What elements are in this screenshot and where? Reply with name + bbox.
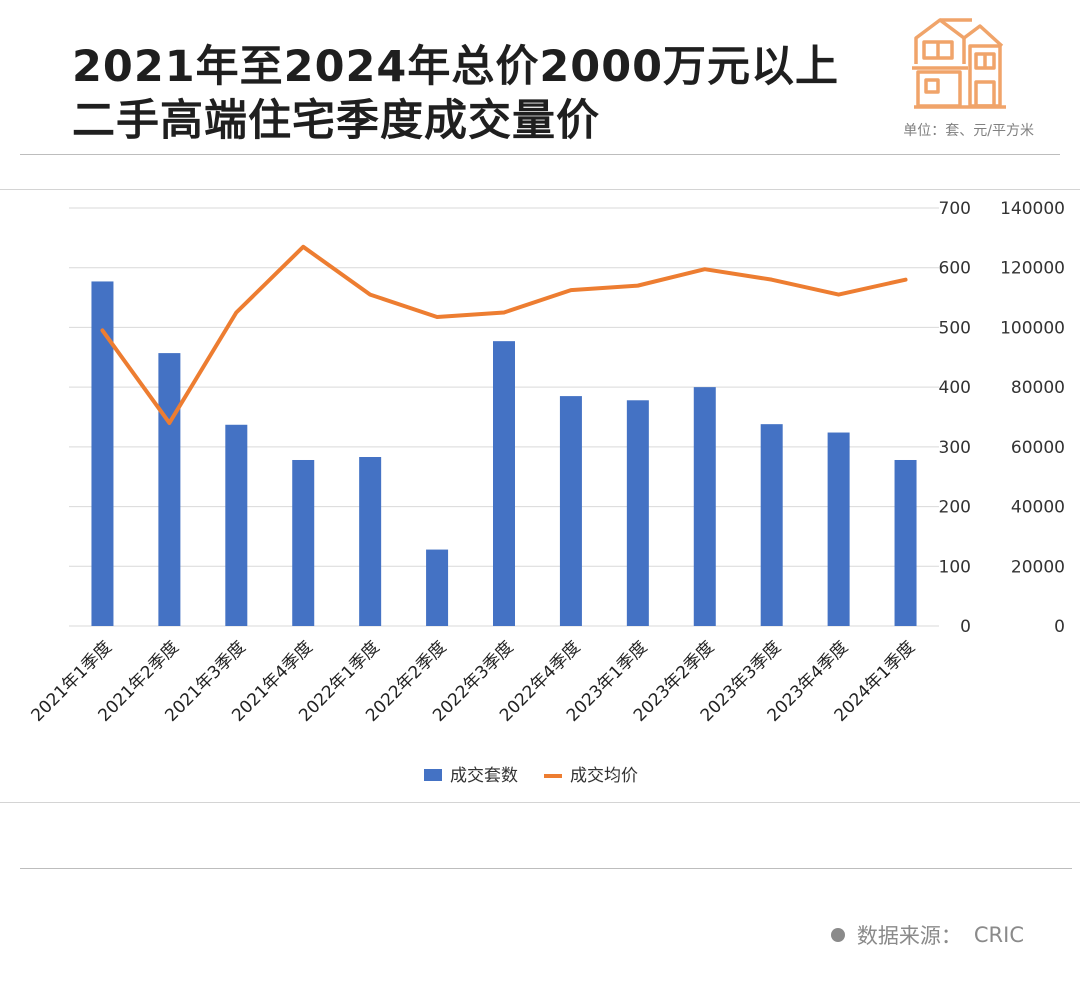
y-left-tick-label: 300 — [939, 438, 971, 458]
y-right-tick-label: 0 — [1054, 617, 1065, 637]
y-left-tick-label: 0 — [960, 617, 971, 637]
y-right-tick-label: 20000 — [1011, 557, 1065, 577]
bar — [493, 341, 515, 626]
y-left-tick-label: 500 — [939, 318, 971, 338]
chart-area: 0 100 200 300 400 500 600 700 0 20000 40000 60000 80… — [0, 189, 1080, 803]
y-left-tick-label: 100 — [939, 557, 971, 577]
house-icon — [912, 18, 1006, 109]
source-value: CRIC — [973, 923, 1024, 947]
data-source: 数据来源： CRIC — [830, 920, 1024, 950]
y-right-tick-label: 120000 — [1000, 259, 1065, 279]
divider-bottom — [20, 868, 1072, 869]
bar — [91, 281, 114, 626]
bar — [827, 432, 850, 626]
source-label: 数据来源： — [856, 924, 962, 948]
y-left-tick-label: 200 — [939, 498, 971, 518]
y-right-tick-label: 60000 — [1011, 438, 1065, 458]
bar — [626, 400, 649, 626]
legend-label-line: 成交均价 — [570, 766, 638, 786]
bullet-icon — [830, 928, 845, 942]
legend-label-bar: 成交套数 — [450, 766, 518, 786]
bar — [359, 457, 382, 626]
y-right-tick-label: 40000 — [1011, 498, 1065, 518]
title-line-2: 二手高端住宅季度成交量价 — [72, 96, 600, 146]
y-right-tick-label: 140000 — [1000, 199, 1065, 219]
y-left-tick-label: 400 — [939, 378, 971, 398]
title-line-1: 2021年至2024年总价2000万元以上 — [72, 42, 840, 92]
line-series — [100, 244, 908, 425]
chart-title: 2021年至2024年总价2000万元以上 二手高端住宅季度成交量价 — [72, 40, 839, 148]
bar — [693, 387, 716, 626]
bar — [158, 353, 181, 626]
chart-svg: 0 100 200 300 400 500 600 700 0 20000 40000 60000 80… — [28, 199, 1065, 786]
bar — [559, 396, 582, 626]
bar — [225, 424, 248, 626]
bar — [894, 459, 917, 626]
unit-label: 单位：套、元/平方米 — [903, 123, 1034, 139]
y-left-tick-label: 600 — [939, 259, 971, 279]
divider-top — [20, 154, 1060, 155]
bar — [760, 424, 783, 626]
y-right-tick-label: 80000 — [1011, 378, 1065, 398]
bar — [292, 459, 315, 626]
y-right-tick-label: 100000 — [1000, 318, 1065, 338]
legend-swatch-bar — [424, 769, 442, 781]
bar — [426, 549, 449, 626]
y-left-tick-label: 700 — [939, 199, 971, 219]
